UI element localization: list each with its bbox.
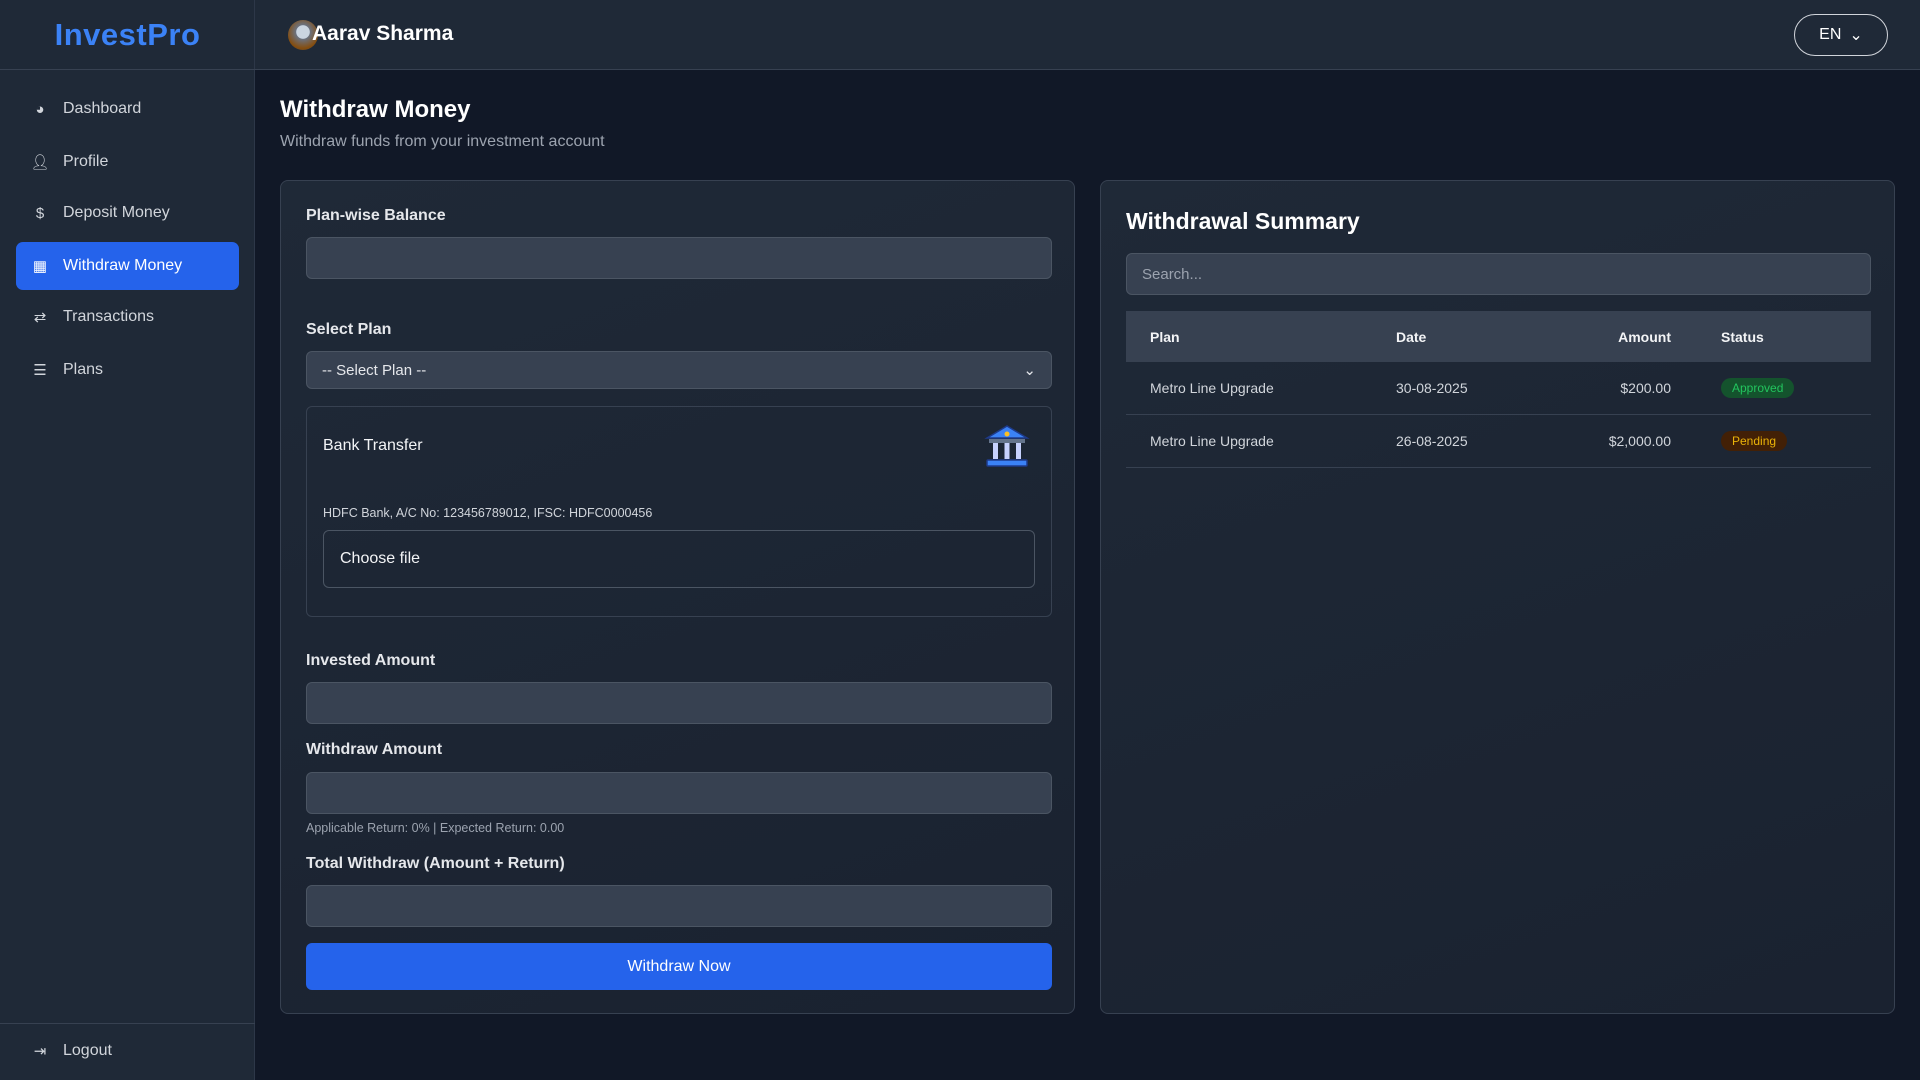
sidebar-item-label: Plans (63, 361, 104, 378)
user-icon: 👤︎ (30, 154, 50, 171)
logout-button[interactable]: ⇥ Logout (16, 1027, 239, 1075)
withdraw-amount-field[interactable] (306, 772, 1052, 814)
table-row[interactable]: Metro Line Upgrade 30-08-2025 $200.00 Ap… (1126, 362, 1871, 415)
invested-amount-label: Invested Amount (306, 652, 436, 669)
return-helper-text: Applicable Return: 0% | Expected Return:… (306, 821, 565, 835)
cell-amount: $2,000.00 (1608, 433, 1671, 449)
sidebar: InvestPro ◕ Dashboard 👤︎ Profile $ Deposit … (0, 0, 255, 1080)
language-selector[interactable]: EN ⌄ (1794, 14, 1888, 56)
cell-date: 30-08-2025 (1396, 380, 1468, 396)
bank-account-info: HDFC Bank, A/C No: 123456789012, IFSC: H… (323, 506, 653, 520)
logout-icon: ⇥ (33, 1043, 47, 1060)
total-withdraw-label: Total Withdraw (Amount + Return) (306, 855, 565, 872)
language-label: EN (1819, 26, 1842, 43)
sidebar-item-label: Transactions (63, 308, 154, 325)
page-title: Withdraw Money (280, 96, 471, 123)
file-upload-input[interactable]: Choose file (323, 530, 1035, 588)
chevron-down-icon: ⌄ (1849, 27, 1863, 44)
choose-file-label: Choose file (340, 550, 421, 567)
withdraw-form-card: Plan-wise Balance Select Plan -- Select … (280, 180, 1075, 1014)
sidebar-item-deposit-money[interactable]: $ Deposit Money (16, 189, 239, 237)
logo[interactable]: InvestPro (0, 0, 255, 70)
cell-date: 26-08-2025 (1396, 433, 1468, 449)
table-header: Plan Date Amount Status (1126, 311, 1871, 362)
sidebar-item-label: Dashboard (63, 100, 142, 117)
bank-transfer-title: Bank Transfer (323, 437, 423, 454)
column-header-status[interactable]: Status (1721, 328, 1764, 345)
sidebar-item-profile[interactable]: 👤︎ Profile (16, 138, 239, 186)
summary-title: Withdrawal Summary (1126, 208, 1360, 234)
select-plan-label: Select Plan (306, 321, 392, 338)
status-badge: Approved (1721, 378, 1795, 398)
withdrawal-summary-card: Withdrawal Summary Plan Date Amount Stat… (1100, 180, 1895, 1014)
bank-transfer-box: Bank Transfer HDFC Bank, A/C No: 1234567… (306, 406, 1052, 617)
sidebar-item-dashboard[interactable]: ◕ Dashboard (16, 85, 239, 133)
money-exchange-icon: ⇄ (33, 309, 47, 326)
sidebar-item-label: Deposit Money (63, 204, 170, 221)
bank-icon (984, 425, 1030, 467)
column-header-plan[interactable]: Plan (1150, 328, 1180, 345)
select-plan-dropdown[interactable]: -- Select Plan -- ⌄ (306, 351, 1052, 389)
plan-balance-label: Plan-wise Balance (306, 207, 446, 224)
dashboard-gauge-icon: ◕ (35, 100, 45, 118)
total-withdraw-field[interactable] (306, 885, 1052, 927)
cell-amount: $200.00 (1620, 380, 1671, 396)
page-subtitle: Withdraw funds from your investment acco… (280, 133, 605, 150)
table-row[interactable]: Metro Line Upgrade 26-08-2025 $2,000.00 … (1126, 415, 1871, 468)
search-input[interactable] (1126, 253, 1871, 295)
status-badge: Pending (1721, 431, 1788, 451)
column-header-amount[interactable]: Amount (1618, 328, 1671, 345)
divider (0, 1023, 255, 1024)
select-plan-value: -- Select Plan -- (322, 361, 427, 379)
plan-balance-field[interactable] (306, 237, 1052, 279)
sidebar-item-label: Profile (63, 153, 109, 170)
top-bar: Aarav Sharma EN ⌄ (255, 0, 1920, 70)
cell-plan: Metro Line Upgrade (1150, 380, 1274, 396)
logout-label: Logout (63, 1042, 112, 1059)
user-name: Aarav Sharma (312, 22, 454, 45)
invested-amount-field[interactable] (306, 682, 1052, 724)
hand-dollar-icon: $ (35, 204, 45, 222)
avatar[interactable] (288, 20, 318, 50)
sidebar-item-withdraw-money[interactable]: ▦ Withdraw Money (16, 242, 239, 290)
checklist-icon: ☰ (33, 362, 47, 379)
chevron-down-icon: ⌄ (1023, 362, 1036, 379)
sidebar-item-plans[interactable]: ☰ Plans (16, 346, 239, 394)
cell-plan: Metro Line Upgrade (1150, 433, 1274, 449)
withdraw-now-button[interactable]: Withdraw Now (306, 943, 1052, 990)
money-chart-icon: ▦ (32, 258, 48, 275)
sidebar-item-label: Withdraw Money (63, 257, 183, 274)
sidebar-item-transactions[interactable]: ⇄ Transactions (16, 293, 239, 341)
column-header-date[interactable]: Date (1396, 328, 1427, 345)
withdraw-amount-label: Withdraw Amount (306, 741, 443, 758)
withdrawal-table: Plan Date Amount Status Metro Line Upgra… (1126, 311, 1871, 468)
